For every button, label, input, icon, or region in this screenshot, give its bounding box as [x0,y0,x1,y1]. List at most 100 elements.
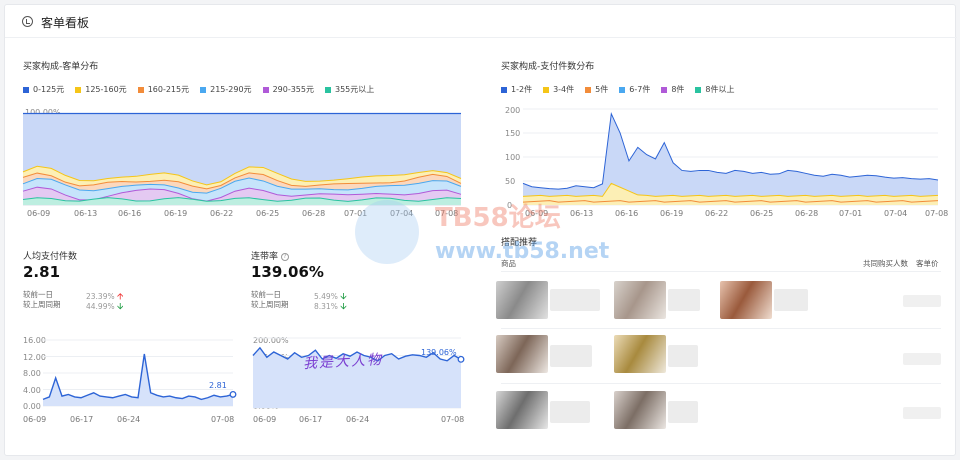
series-area [43,354,233,406]
price-distribution-chart [22,112,462,206]
legend-item[interactable]: 215-290元 [200,84,252,95]
right-chart-legend: 1-2件 3-4件 5件 6-7件 8件 8件以上 [501,84,735,95]
legend-item[interactable]: 6-7件 [619,84,650,95]
col-buyers: 共同购买人数 [863,259,908,268]
product-thumbnail[interactable] [496,335,548,373]
legend-swatch [695,86,702,93]
watermark-text: TB58论坛 [435,203,561,233]
product-name[interactable] [668,345,698,367]
x-tick-label: 06-09 [27,209,51,218]
legend-label: 3-4件 [553,85,575,94]
x-tick-label: 06-09 [23,415,47,424]
left-chart-legend: 0-125元 125-160元 160-215元 215-290元 290-355元 35… [23,84,374,95]
x-tick-label: 06-19 [164,209,188,218]
legend-item[interactable]: 1-2件 [501,84,532,95]
legend-label: 355元以上 [335,85,375,94]
series-line [252,346,462,362]
arrow-down-icon: 🡫 [340,292,347,302]
product-thumbnail[interactable] [496,391,548,429]
product-name[interactable] [668,289,700,311]
product-name[interactable] [550,345,592,367]
x-tick-label: 06-25 [256,209,280,218]
product-name[interactable] [668,401,698,423]
legend-item[interactable]: 160-215元 [137,84,190,95]
legend-label: 290-355元 [272,85,314,94]
product-thumbnail[interactable] [720,281,772,319]
x-tick-label: 06-17 [299,415,323,424]
end-point [229,390,237,398]
legend-item[interactable]: 290-355元 [262,84,314,95]
legend-swatch [619,86,626,93]
series-area [523,183,938,205]
x-tick-label: 06-22 [210,209,234,218]
divider [501,383,941,384]
x-tick-label: 06-09 [525,209,549,218]
legend-swatch [200,86,207,93]
product-thumbnail[interactable] [496,281,548,319]
y-tick-label: 16.00 [23,336,46,345]
dashboard-icon [22,16,33,27]
legend-item[interactable]: 8件以上 [695,84,735,95]
row-value [903,407,941,419]
customer-dashboard-panel: 客单看板 买家构成-客单分布 0-125元 125-160元 160-215元 215… [4,4,957,456]
x-tick-label: 06-16 [615,209,639,218]
handwritten-overlay-text: 我是大人物 [302,351,384,373]
compare-label: 较上周同期 [251,300,289,309]
x-tick-label: 07-04 [390,209,414,218]
quantity-distribution-chart [522,108,939,206]
watermark-url: www.tb58.net [435,239,610,264]
x-tick-label: 06-24 [346,415,370,424]
x-tick-label: 07-08 [441,415,465,424]
legend-item[interactable]: 0-125元 [23,84,64,95]
product-thumbnail[interactable] [614,391,666,429]
y-tick-label: 100.00% [25,108,61,117]
product-name[interactable] [550,401,590,423]
legend-item[interactable]: 3-4件 [543,84,574,95]
compare-value: 23.39% [86,292,115,301]
right-chart-title: 买家构成-支付件数分布 [501,62,595,72]
watermark-logo [355,200,419,264]
legend-swatch [325,86,331,93]
x-tick-label: 07-01 [344,209,368,218]
x-tick-label: 07-04 [884,209,908,218]
x-tick-label: 07-08 [211,415,235,424]
rate-end-label: 139.06% [421,348,457,357]
series-line [42,353,234,401]
arrow-down-icon: 🡫 [117,302,124,312]
divider [501,328,941,329]
series-line [522,182,939,197]
legend-label: 0-125元 [33,85,65,94]
legend-item[interactable]: 5件 [585,84,608,95]
y-tick-label: 200 [505,106,521,115]
y-tick-label: 0 [507,201,513,210]
legend-label: 5件 [595,85,609,94]
items-compare-day: 较前一日 23.39% 🡩 [23,289,123,302]
items-per-buyer-value: 2.81 [23,263,61,281]
x-tick-label: 06-28 [302,209,326,218]
legend-item[interactable]: 125-160元 [75,84,127,95]
legend-label: 1-2件 [511,85,533,94]
series-line [522,200,939,203]
legend-item[interactable]: 355元以上 [325,84,374,95]
x-tick-label: 07-01 [839,209,863,218]
help-icon[interactable]: ? [281,253,290,261]
items-compare-week: 较上周同期 44.99% 🡫 [23,299,123,312]
compare-label: 较上周同期 [23,300,61,309]
product-name[interactable] [774,289,808,311]
row-value [903,295,941,307]
product-name[interactable] [550,289,600,311]
legend-label: 160-215元 [147,85,190,94]
legend-label: 215-290元 [210,85,252,94]
legend-item[interactable]: 8件 [661,84,684,95]
y-tick-label: 0.00 [23,402,41,411]
col-product: 商品 [501,259,516,268]
items-end-label: 2.81 [209,381,227,390]
items-per-buyer-chart [42,339,237,407]
legend-swatch [23,86,29,93]
product-thumbnail[interactable] [614,335,666,373]
legend-label: 6-7件 [629,85,651,94]
product-thumbnail[interactable] [614,281,666,319]
x-tick-label: 06-17 [70,415,94,424]
y-tick-label: 200.00% [253,336,289,345]
legend-swatch [585,86,592,93]
